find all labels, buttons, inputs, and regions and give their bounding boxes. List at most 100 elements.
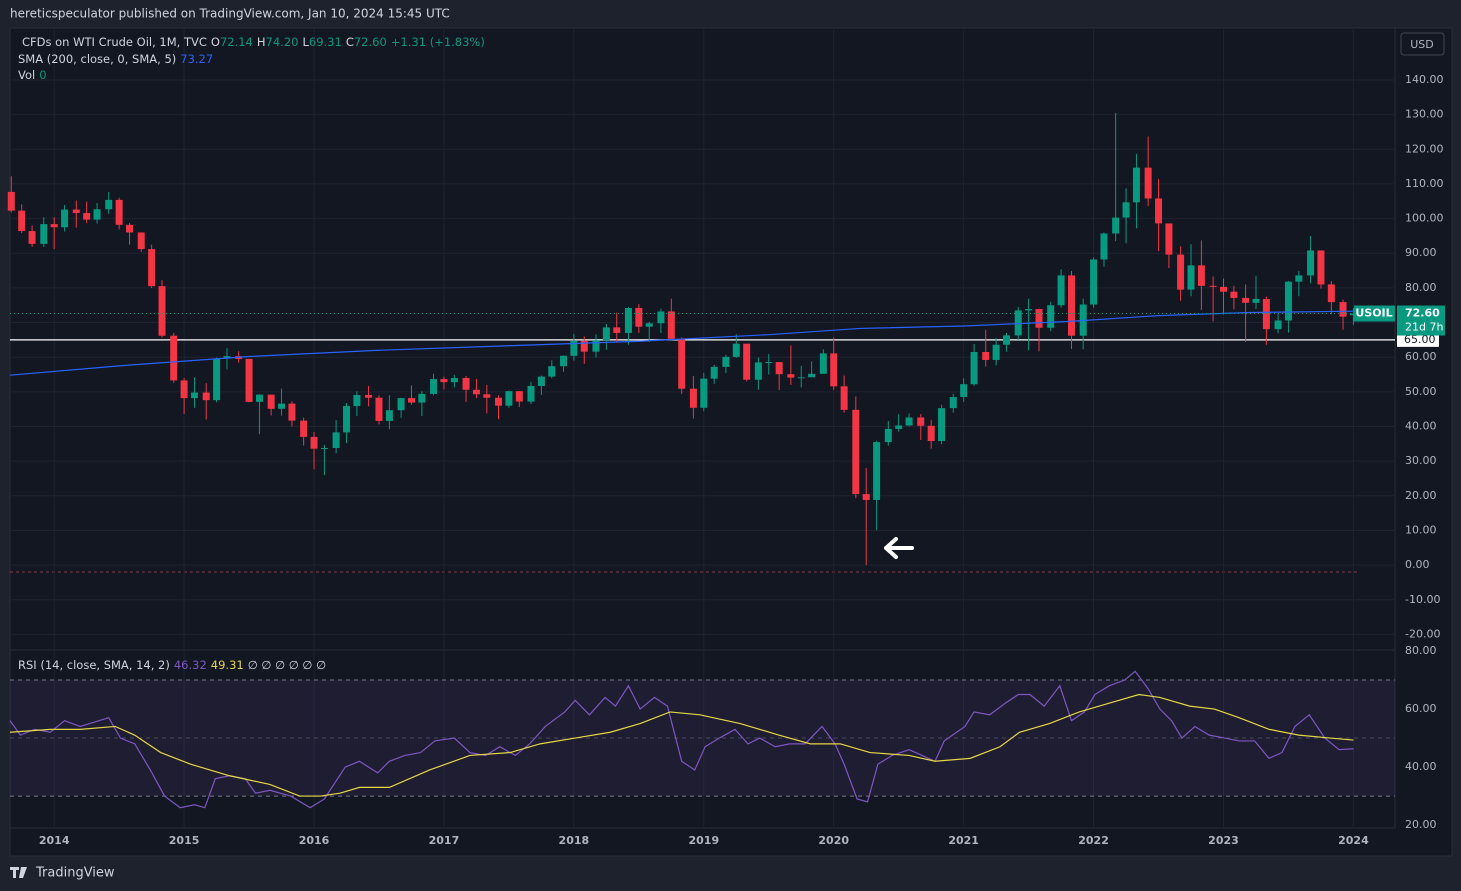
candle-body xyxy=(613,327,621,333)
candle-body xyxy=(527,385,535,402)
candle-body xyxy=(710,366,718,379)
candle-body xyxy=(1230,291,1238,298)
y-tick-label: 30.00 xyxy=(1405,454,1437,467)
candle-body xyxy=(278,403,286,409)
candle-body xyxy=(852,409,860,495)
y-tick-label: 140.00 xyxy=(1405,73,1444,86)
candle-body xyxy=(830,353,838,387)
candle-body xyxy=(310,436,318,449)
candle-body xyxy=(645,323,653,327)
candle-body xyxy=(1209,285,1217,287)
candle-body xyxy=(7,191,15,211)
candle-body xyxy=(148,249,156,287)
change: +1.31 (+1.83%) xyxy=(391,35,485,49)
candle-body xyxy=(537,376,545,386)
candle-body xyxy=(126,224,134,233)
candle-body xyxy=(927,425,935,442)
candle-body xyxy=(624,307,632,333)
candle-body xyxy=(895,425,903,429)
legend-row: RSI (14, close, SMA, 14, 2) 46.32 49.31 ∅ ∅… xyxy=(18,658,326,672)
candle-body xyxy=(18,210,26,232)
candle-body xyxy=(787,374,795,378)
candle-body xyxy=(365,394,373,398)
candle-body xyxy=(385,410,393,421)
price-tag xyxy=(1397,305,1445,336)
candle-body xyxy=(72,209,80,214)
candle-body xyxy=(320,447,328,449)
ohlc-key: O xyxy=(211,35,220,49)
rsi-nulls: ∅ ∅ ∅ ∅ ∅ ∅ xyxy=(248,658,326,672)
candle-body xyxy=(1262,298,1270,330)
candle-body xyxy=(1144,167,1152,199)
candle-body xyxy=(1025,309,1033,311)
rsi-tick-label: 40.00 xyxy=(1405,760,1437,773)
candle-body xyxy=(1155,198,1163,224)
hline-tag xyxy=(1397,332,1439,347)
x-tick-label: 2015 xyxy=(169,834,200,847)
y-tick-label: 0.00 xyxy=(1405,558,1430,571)
x-tick-label: 2014 xyxy=(39,834,70,847)
y-tick-label: 10.00 xyxy=(1405,523,1437,536)
ohlc-value: 74.20 xyxy=(266,35,299,49)
candle-body xyxy=(592,340,600,352)
volume-name: Vol xyxy=(18,68,35,82)
rsi-value: 46.32 xyxy=(174,658,207,672)
volume-value: 0 xyxy=(39,68,46,82)
x-tick-label: 2018 xyxy=(559,834,590,847)
candle-body xyxy=(982,351,990,360)
hline-label: 65.00 xyxy=(1404,333,1436,346)
candle-body xyxy=(418,393,426,403)
candle-body xyxy=(1295,275,1303,282)
currency-button[interactable] xyxy=(1400,32,1445,56)
candle-body xyxy=(300,420,308,437)
candle-body xyxy=(1187,265,1195,290)
sma-line xyxy=(9,310,1354,376)
candle-body xyxy=(1317,250,1325,285)
candle-body xyxy=(1219,286,1227,292)
candle-body xyxy=(1177,254,1185,290)
y-tick-label: -20.00 xyxy=(1405,627,1440,640)
candle-body xyxy=(797,377,805,379)
candle-body xyxy=(819,353,827,374)
candle-body xyxy=(570,340,578,356)
candle-body xyxy=(343,406,351,433)
candle-body xyxy=(917,417,925,426)
sma-name: SMA (200, close, 0, SMA, 5) xyxy=(18,52,176,66)
candle-body xyxy=(1274,320,1282,330)
x-tick-label: 2022 xyxy=(1078,834,1109,847)
candle-body xyxy=(1197,265,1205,286)
candle-body xyxy=(1003,335,1011,345)
y-tick-label: 60.00 xyxy=(1405,350,1437,363)
rsi-tick-label: 80.00 xyxy=(1405,644,1437,657)
candle-body xyxy=(515,391,523,402)
candle-body xyxy=(180,380,188,399)
candle-body xyxy=(905,417,913,426)
rsi-sma-value: 49.31 xyxy=(211,658,244,672)
symbol-label: USOIL xyxy=(1355,307,1392,320)
legend-row: SMA (200, close, 0, SMA, 5) 73.27 xyxy=(18,52,213,66)
candle-body xyxy=(255,394,263,402)
candle-body xyxy=(288,403,296,421)
candle-body xyxy=(743,343,751,380)
ohlc-key: L xyxy=(302,35,309,49)
candle-body xyxy=(495,397,503,406)
candle-body xyxy=(50,224,58,228)
candle-body xyxy=(722,356,730,367)
chart-panel xyxy=(9,27,1453,857)
candle-body xyxy=(223,356,231,359)
candle-body xyxy=(840,386,848,410)
candle-body xyxy=(689,388,697,408)
candle-body xyxy=(949,397,957,409)
rsi-tick-label: 60.00 xyxy=(1405,702,1437,715)
candle-body xyxy=(548,366,556,377)
price-label: 72.60 xyxy=(1405,307,1440,320)
y-tick-label: 100.00 xyxy=(1405,212,1444,225)
candle-body xyxy=(884,428,892,443)
candle-body xyxy=(1242,297,1250,303)
candle-body xyxy=(862,494,870,500)
y-tick-label: 50.00 xyxy=(1405,385,1437,398)
candle-body xyxy=(407,398,415,403)
currency[interactable]: USD xyxy=(1410,38,1434,51)
candle-body xyxy=(267,394,275,409)
